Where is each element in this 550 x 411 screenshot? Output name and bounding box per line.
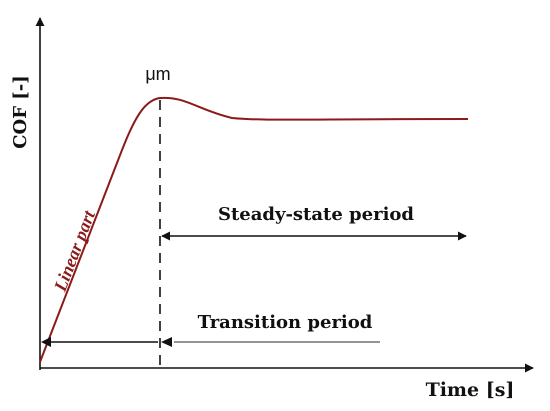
y-axis-label: COF [-] <box>10 75 31 149</box>
steady-state-label: Steady-state period <box>218 204 414 225</box>
transition-right-arrowhead <box>161 337 172 347</box>
peak-label: μm <box>145 64 170 84</box>
transition-label: Transition period <box>198 312 373 333</box>
cof-curve <box>39 96 469 363</box>
linear-part-label: Linear part <box>50 207 100 295</box>
x-axis-label: Time [s] <box>426 379 515 401</box>
